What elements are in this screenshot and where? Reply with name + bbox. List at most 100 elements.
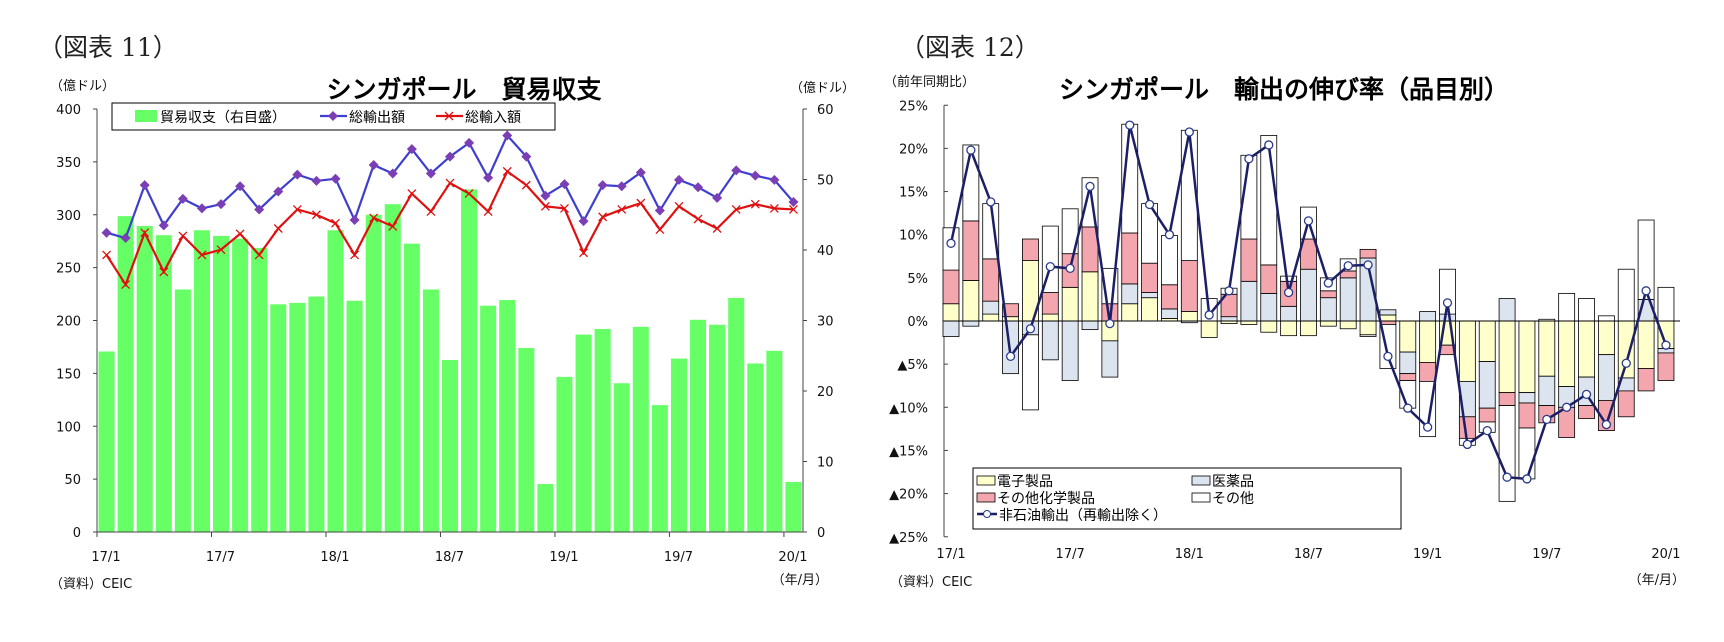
exports-point (654, 205, 665, 216)
imports-point (407, 189, 417, 199)
non-oil-exports-point (1025, 324, 1036, 334)
y-tick-label: 50 (64, 473, 81, 488)
stacked-bar-segment (1498, 320, 1516, 394)
y-tick-label: ▲20% (889, 488, 928, 503)
imports-point (273, 224, 283, 233)
imports-point (521, 180, 531, 190)
stacked-bar-segment (1478, 361, 1496, 409)
trade-balance-bar (499, 300, 516, 532)
x-tick-label: 19/1 (549, 550, 578, 565)
exports-point (693, 182, 704, 193)
y-tick-label: 0% (907, 315, 928, 330)
stacked-bar-segment (1240, 238, 1258, 282)
legend-label: 総輸入額 (465, 110, 521, 126)
non-oil-exports-point (1442, 298, 1453, 308)
stacked-bar-segment (1578, 405, 1595, 419)
stacked-bar-segment (1041, 320, 1059, 361)
imports-point (617, 205, 627, 214)
stacked-bar-segment (1180, 311, 1198, 322)
non-oil-exports-point (1542, 414, 1552, 425)
stacked-bar-segment (962, 220, 980, 281)
trade-balance-bar (728, 297, 745, 532)
non-oil-exports-point (1264, 140, 1274, 150)
stacked-bar-segment (1220, 316, 1238, 322)
stacked-bar-segment (1637, 368, 1655, 392)
y-tick-label: 10% (899, 229, 928, 244)
y-tick-label: ▲25% (889, 531, 928, 546)
non-oil-exports-point (1164, 230, 1175, 240)
stacked-bar-segment (1597, 315, 1615, 322)
non-oil-exports-point (1661, 340, 1671, 350)
non-oil-exports-point (1005, 351, 1016, 362)
stacked-bar-segment (982, 258, 1000, 302)
stacked-bar-segment (1319, 297, 1337, 322)
exports-point (616, 181, 627, 192)
y-tick-label: 150 (56, 367, 81, 382)
non-oil-exports-point (1422, 422, 1433, 432)
y-tick-label: 5% (907, 272, 928, 287)
non-oil-exports-point (1581, 389, 1592, 400)
source-note: （資料）CEIC (890, 575, 972, 590)
imports-point (769, 203, 779, 213)
y-tick-label: 350 (56, 156, 81, 171)
imports-point (426, 207, 436, 217)
exports-point (540, 190, 551, 201)
export-growth-chart: （図表 12） シンガポール 輸出の伸び率（品目別） （前年同期比） （資料）C… (884, 33, 1685, 590)
stacked-bar-segment (1260, 320, 1278, 333)
x-tick-label: 18/1 (320, 550, 349, 565)
stacked-bar-segment (1379, 309, 1397, 316)
stacked-bar-segment (1339, 320, 1357, 330)
legend-label: 医薬品 (1212, 474, 1254, 490)
stacked-bar-segment (942, 303, 960, 322)
legend-swatch (1191, 475, 1211, 486)
legend-label: 貿易収支（右目盛） (160, 110, 286, 126)
trade-balance-bar (518, 347, 535, 532)
y-tick-label: ▲10% (889, 401, 928, 416)
exports-point (368, 160, 379, 171)
non-oil-exports-point (946, 238, 956, 248)
x-axis-unit: （年/月） (1629, 573, 1685, 588)
stacked-bar-segment (1498, 405, 1516, 502)
exports-point (101, 227, 112, 238)
imports-point (350, 250, 360, 260)
imports-point (712, 224, 722, 233)
x-tick-label: 17/1 (936, 547, 965, 562)
stacked-bar-segment (1558, 320, 1576, 387)
stacked-bar-segment (1518, 402, 1536, 429)
stacked-bar-segment (962, 320, 980, 327)
exports-point (235, 181, 246, 192)
non-oil-exports-point (1303, 216, 1314, 226)
exports-point (387, 168, 398, 179)
stacked-bar-segment (942, 227, 960, 271)
imports-point (102, 250, 112, 260)
legend-swatch (976, 492, 996, 503)
x-tick-label: 17/1 (91, 550, 120, 565)
stacked-bar-segment (1478, 407, 1496, 423)
non-oil-exports-point (1065, 263, 1075, 274)
exports-point (673, 174, 684, 185)
imports-point (311, 210, 321, 220)
exports-point (521, 151, 532, 162)
imports-point (178, 231, 188, 241)
series-line-exports (106, 133, 795, 240)
trade-balance-bar (308, 296, 325, 532)
imports-point (254, 250, 264, 260)
legend-swatch (1191, 492, 1211, 503)
exports-point (177, 193, 188, 204)
exports-point (292, 169, 303, 180)
imports-point (235, 229, 245, 239)
stacked-bar-segment (1061, 320, 1079, 381)
imports-point (674, 201, 684, 211)
stacked-bar-segment (1041, 292, 1059, 315)
trade-balance-bar (766, 350, 783, 532)
trade-balance-chart: （図表 11） シンガポール 貿易収支 （億ドル） （億ドル） （資料）CEIC… (38, 33, 855, 592)
imports-point (750, 199, 760, 209)
stacked-bar-segment (1022, 334, 1039, 411)
non-oil-exports-point (1204, 310, 1214, 320)
non-oil-exports-point (1184, 127, 1194, 137)
stacked-bar-segment (962, 144, 980, 222)
exports-point (254, 204, 265, 215)
stacked-bar-segment (1558, 292, 1576, 322)
